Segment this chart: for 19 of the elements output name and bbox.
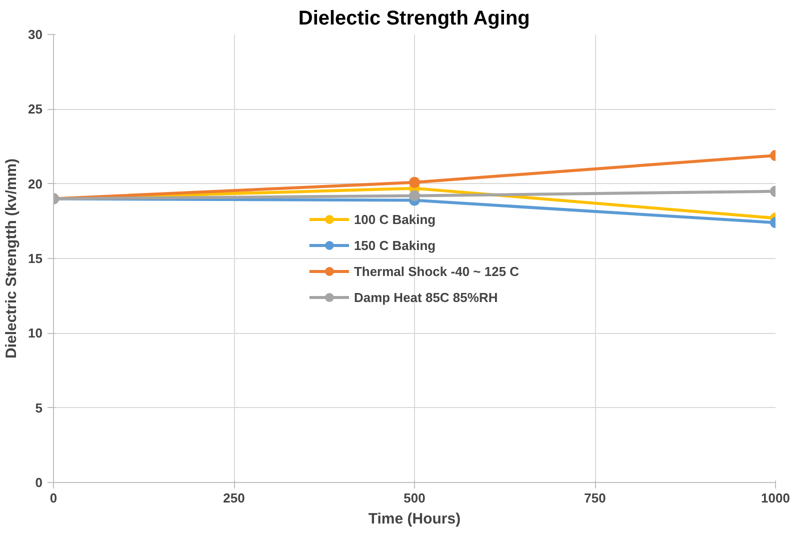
y-tick-label: 20 bbox=[28, 176, 43, 192]
x-axis-title: Time (Hours) bbox=[368, 510, 461, 528]
y-tick-label: 30 bbox=[28, 27, 43, 42]
x-tick-label: 750 bbox=[584, 490, 606, 506]
x-tick-label: 0 bbox=[50, 490, 58, 506]
y-tick-label: 5 bbox=[35, 400, 43, 416]
x-tick-label: 1000 bbox=[761, 490, 790, 506]
legend-label: 100 C Baking bbox=[354, 212, 436, 226]
x-tick-label: 500 bbox=[404, 490, 426, 506]
legend-label: Thermal Shock -40 ~ 125 C bbox=[354, 264, 520, 278]
y-tick-label: 25 bbox=[28, 102, 43, 117]
y-tick-label: 15 bbox=[28, 251, 43, 266]
y-tick-label: 0 bbox=[35, 475, 43, 490]
legend-label: Damp Heat 85C 85%RH bbox=[354, 290, 498, 304]
y-tick-label: 10 bbox=[28, 326, 43, 341]
chart-title: Dielectic Strength Aging bbox=[298, 8, 530, 30]
x-tick-label: 250 bbox=[223, 490, 245, 506]
legend-label: 150 C Baking bbox=[354, 238, 436, 252]
y-axis-title: Dielectric Strengtth (kv/mm) bbox=[3, 158, 20, 359]
